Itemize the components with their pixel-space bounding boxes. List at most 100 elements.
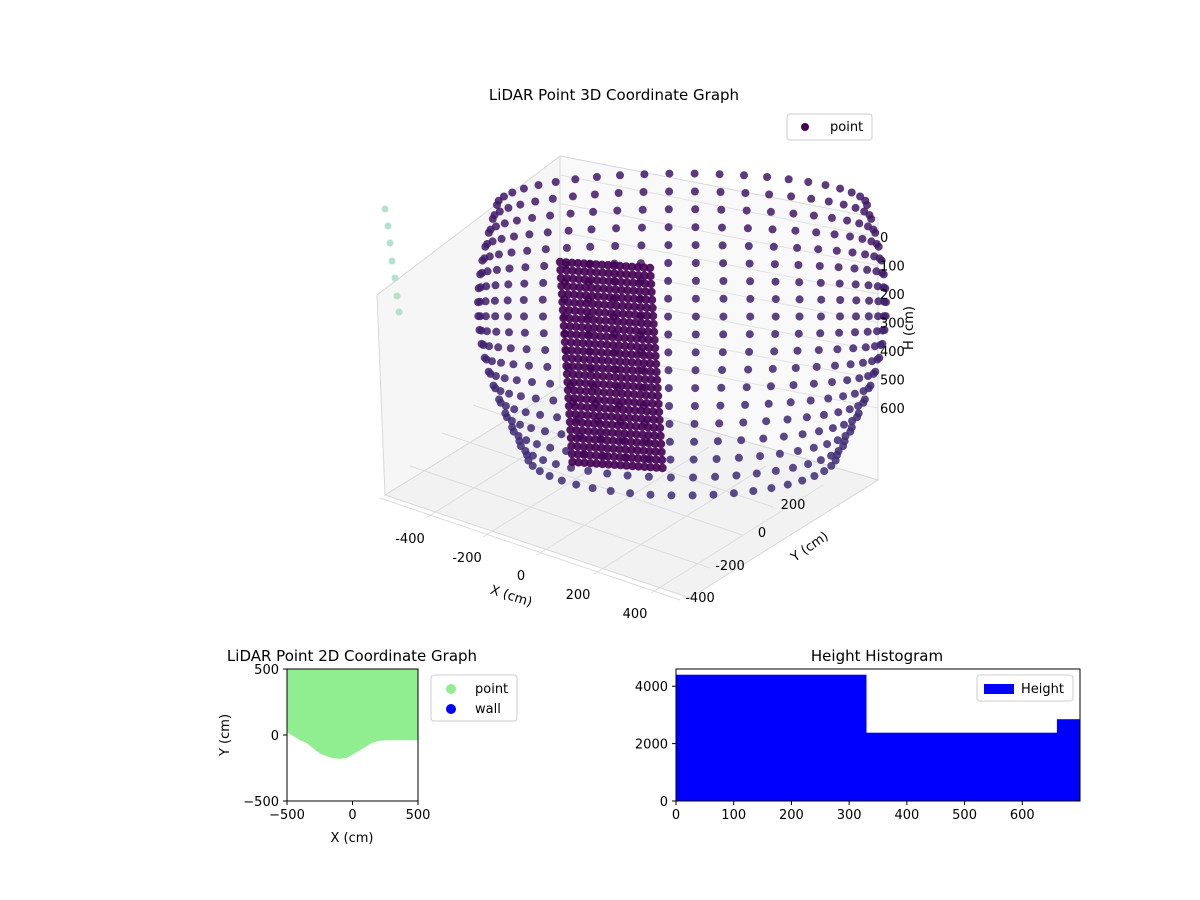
point-3d (715, 170, 724, 179)
point-3d-wall (631, 318, 640, 327)
point-3d (494, 343, 503, 352)
point-3d-wall (653, 391, 663, 401)
point-3d (691, 205, 700, 214)
point-3d (665, 169, 674, 178)
point-3d-wall (650, 431, 659, 440)
point-3d (485, 252, 494, 261)
point-3d (483, 327, 491, 336)
point-3d (691, 384, 700, 393)
point-3d-wall (657, 455, 667, 465)
y-tick-label-3d: 0 (758, 526, 766, 541)
point-3d-wall (593, 387, 603, 397)
point-3d-wall (560, 337, 570, 347)
point-3d (794, 261, 803, 269)
point-3d-wall (575, 378, 584, 387)
point-3d-wall (561, 345, 570, 355)
point-3d-wall (573, 442, 582, 451)
point-3d-wall (555, 257, 565, 267)
point-3d-wall (569, 282, 578, 291)
z-tick-label-3d: 500 (880, 374, 905, 389)
point-3d (771, 330, 780, 338)
point-3d (866, 381, 875, 390)
point-3d (546, 379, 555, 388)
point-3d (861, 343, 870, 352)
point-3d (881, 284, 890, 293)
point-3d-wall (588, 307, 598, 317)
point-3d (490, 296, 499, 305)
point-3d-stray (381, 205, 389, 213)
point-3d (864, 281, 873, 290)
point-3d-wall (561, 258, 571, 267)
point-3d-wall (600, 300, 609, 309)
point-3d-wall (577, 315, 586, 324)
grid-line-z (559, 231, 879, 295)
point-3d-wall (640, 375, 650, 384)
x-tick-label-hist: 200 (779, 808, 804, 823)
point-3d-wall (567, 258, 577, 267)
point-3d-wall (644, 431, 653, 440)
point-3d-wall (610, 460, 619, 469)
point-3d-wall (595, 316, 604, 325)
point-3d-wall (633, 446, 642, 455)
point-3d-wall (606, 309, 616, 318)
point-3d-wall (612, 397, 621, 406)
point-3d-wall (625, 413, 634, 423)
point-3d (718, 223, 726, 232)
point-3d-wall (591, 451, 601, 460)
point-3d (719, 312, 728, 321)
points-3d (381, 169, 890, 500)
point-3d-wall (607, 325, 617, 334)
point-3d-wall (608, 333, 617, 342)
point-3d-wall (644, 335, 653, 344)
point-3d-wall (625, 326, 635, 335)
point-3d (855, 219, 864, 228)
point-3d-wall (566, 330, 575, 339)
grid-line-z (559, 174, 879, 238)
point-3d (691, 348, 700, 357)
point-3d (814, 346, 823, 355)
point-3d-wall (605, 293, 615, 302)
point-3d (539, 456, 548, 465)
point-3d-wall (567, 449, 577, 459)
point-3d-wall (622, 365, 631, 375)
point-3d (717, 205, 726, 214)
point-3d (667, 491, 676, 500)
legend-marker-point-3d (801, 123, 809, 131)
point-3d-wall (610, 365, 619, 374)
point-3d-wall (562, 266, 571, 275)
point-3d-wall (597, 451, 607, 461)
histogram-bars (676, 674, 1080, 801)
point-3d-wall (573, 259, 583, 268)
point-3d-wall (564, 306, 574, 315)
point-3d-wall (579, 355, 589, 364)
point-3d-wall (613, 317, 622, 326)
point-3d-wall (582, 395, 591, 404)
point-3d-wall (611, 389, 621, 398)
point-3d (664, 330, 673, 339)
point-3d-wall (651, 447, 660, 456)
point-3d (483, 267, 492, 276)
point-3d-wall (638, 438, 648, 447)
point-3d-wall (576, 299, 585, 308)
point-3d-wall (637, 414, 646, 423)
chart-3d-title: LiDAR Point 3D Coordinate Graph (489, 86, 739, 104)
point-3d (665, 437, 674, 446)
point-3d-wall (588, 403, 598, 412)
point-3d (508, 188, 517, 197)
point-3d-wall (568, 362, 577, 371)
point-3d (540, 262, 549, 270)
z-tick-label-3d: 600 (880, 402, 905, 417)
point-3d (832, 246, 841, 255)
point-3d (516, 420, 524, 429)
y-tick-label-3d: -400 (685, 591, 715, 606)
z-tick-label-3d: 200 (880, 288, 905, 303)
point-3d (789, 209, 798, 218)
point-3d-wall (581, 387, 591, 396)
point-3d (742, 383, 751, 392)
point-3d-wall (577, 410, 586, 419)
point-3d-wall (576, 307, 586, 316)
point-3d-wall (605, 380, 614, 389)
point-3d (491, 281, 500, 290)
point-3d (562, 243, 571, 252)
point-3d-wall (595, 324, 605, 333)
